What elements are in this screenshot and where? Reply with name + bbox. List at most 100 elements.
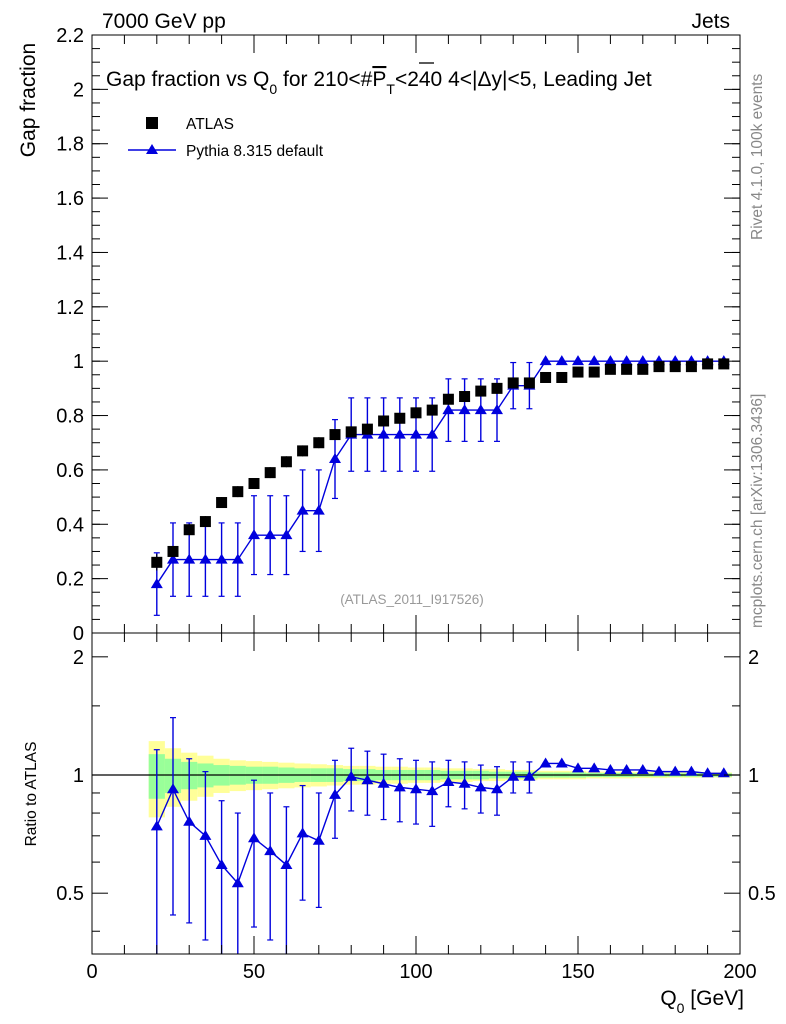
pythia-point [555, 355, 568, 366]
atlas-point [426, 404, 438, 416]
pythia-point [393, 428, 406, 439]
pythia-point [572, 355, 584, 366]
header-process-label: Jets [691, 10, 730, 33]
atlas-point [167, 545, 179, 557]
atlas-point [475, 385, 487, 397]
pythia-point [539, 355, 552, 366]
ratio-point [507, 770, 520, 781]
rivet-version-label: Rivet 4.1.0, 100k events [749, 73, 766, 240]
pythia-point [377, 428, 390, 439]
ratio-point [410, 783, 422, 794]
atlas-point [491, 382, 503, 394]
atlas-point [410, 407, 422, 419]
atlas-point [572, 366, 584, 378]
legend-pythia-marker [146, 144, 158, 154]
atlas-point [378, 415, 390, 427]
pythia-point [312, 504, 325, 515]
ratio-point [604, 763, 617, 774]
y-tick-label: 1.6 [56, 188, 84, 210]
x-tick-label: 100 [399, 961, 432, 983]
ratio-point [361, 774, 374, 785]
y-tick-label: 0.8 [56, 406, 84, 428]
atlas-point [637, 363, 649, 375]
ratio-y-tick-label-right: 0.5 [748, 883, 776, 905]
ratio-point [345, 770, 358, 781]
pythia-point [636, 355, 649, 366]
ratio-x-ticks: 0 50 100 150 200 [86, 633, 757, 983]
pythia-point [248, 529, 260, 540]
y-tick-label: 1.4 [56, 242, 84, 264]
atlas-point [394, 412, 406, 424]
atlas-point [248, 478, 260, 489]
pythia-point [620, 355, 633, 366]
x-axis-label: Q0 [GeV] [660, 987, 744, 1016]
ratio-point [183, 815, 196, 826]
ratio-point [572, 762, 584, 773]
ratio-point [264, 845, 277, 856]
atlas-point [459, 391, 471, 403]
header-energy-label: 7000 GeV pp [102, 10, 226, 33]
y-tick-label: 0.6 [56, 460, 84, 482]
y-tick-label: 1.2 [56, 297, 84, 319]
y-tick-label: 0.4 [56, 514, 84, 536]
ratio-point [636, 763, 649, 774]
atlas-point [523, 377, 535, 389]
ratio-point [215, 858, 228, 869]
pythia-point [183, 553, 196, 564]
pythia-point [296, 504, 309, 515]
atlas-data-series [151, 358, 730, 571]
plot-title: Gap fraction vs Q0 for 210<#PT<240 4<|Δy… [106, 68, 652, 97]
y-tick-label: 1.8 [56, 134, 84, 156]
legend-atlas-marker [146, 117, 158, 129]
y-tick-label: 2 [73, 79, 84, 101]
ratio-point [231, 877, 244, 888]
ratio-point [555, 757, 568, 768]
atlas-point [361, 423, 373, 435]
ratio-point [393, 781, 406, 792]
x-tick-label: 150 [561, 961, 594, 983]
pythia-point [588, 355, 601, 366]
atlas-point [556, 371, 568, 383]
pythia-point [329, 453, 341, 464]
atlas-point [345, 426, 357, 438]
pythia-point [491, 404, 503, 415]
atlas-point [588, 366, 600, 378]
ratio-panel: 0.5 1 2 0.5 1 2 0 50 100 150 200 [56, 632, 776, 983]
ratio-y-tick-label-right: 1 [748, 765, 759, 787]
main-panel: 0 0.2 0.4 0.6 0.8 1 1.2 1.4 1.6 1.8 2 2.2 (ATLAS_20… [56, 25, 741, 645]
pythia-point [474, 404, 487, 415]
legend-pythia-label: Pythia 8.315 default [186, 143, 324, 160]
ratio-point [588, 762, 601, 773]
atlas-point [151, 556, 163, 568]
ratio-point [491, 783, 503, 794]
atlas-point [718, 358, 730, 370]
pythia-point [442, 404, 455, 415]
ratio-point [474, 781, 487, 792]
pythia-point [231, 553, 244, 564]
ratio-point [458, 777, 471, 788]
atlas-point [540, 371, 552, 383]
x-tick-label: 50 [243, 961, 265, 983]
pythia-point [604, 355, 617, 366]
pythia-point [167, 553, 179, 564]
ratio-y-tick-label-left: 0.5 [56, 883, 84, 905]
legend-atlas-label: ATLAS [186, 116, 234, 133]
ratio-point [685, 765, 698, 776]
atlas-point [604, 363, 616, 375]
pythia-point [264, 529, 277, 540]
ratio-point [199, 829, 212, 840]
y-tick-label: 1 [73, 351, 84, 373]
ratio-point [653, 765, 665, 776]
atlas-point [685, 361, 697, 373]
ratio-y-ticks: 0.5 1 2 0.5 1 2 [56, 647, 776, 932]
ratio-point [329, 788, 341, 799]
ratio-point [717, 767, 730, 778]
ratio-point [701, 767, 714, 778]
atlas-point [442, 393, 454, 405]
pythia-point [410, 428, 422, 439]
ratio-point [442, 775, 455, 786]
atlas-point [653, 361, 665, 373]
ratio-point [280, 858, 293, 869]
atlas-point [669, 361, 681, 373]
main-x-ticks [91, 35, 741, 633]
